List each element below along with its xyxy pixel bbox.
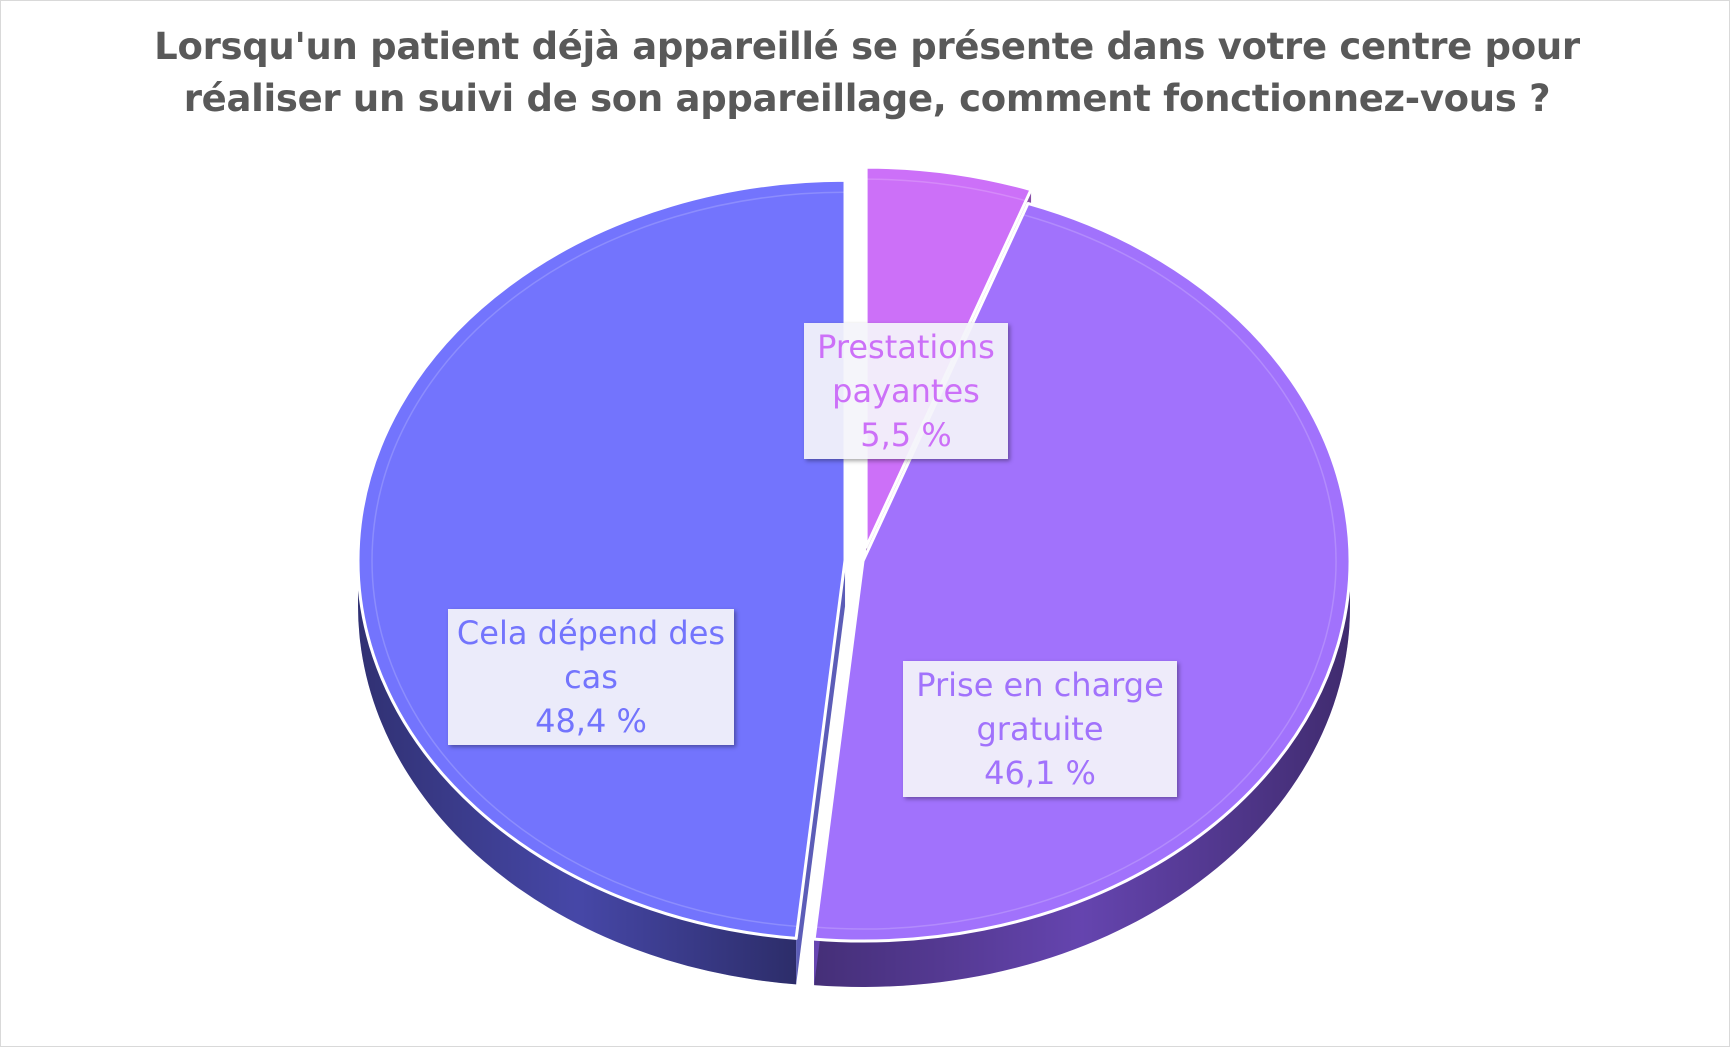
slice-label-name-line-1: Prestations xyxy=(817,328,995,366)
pie-side-shade-cela-d-pend-des-cas xyxy=(358,560,797,985)
slice-label-prise-en-charge: Prise en charge gratuite 46,1 % xyxy=(903,661,1177,797)
slice-label-name-line-1: Cela dépend des xyxy=(456,614,726,652)
pie-highlight-prise-en-charge-gratuite xyxy=(815,214,1337,930)
pie-slice-cela-d-pend-des-cas xyxy=(356,178,847,940)
pie-tops xyxy=(356,165,1352,943)
slice-label-cela-depend: Cela dépend des cas 48,4 % xyxy=(448,609,734,745)
chart-title-line-1: Lorsqu'un patient déjà appareillé se pré… xyxy=(154,25,1580,68)
slice-label-name-line-2: payantes xyxy=(832,372,980,410)
pie-highlight-prestations-payantes xyxy=(866,178,1027,202)
slice-label-value: 46,1 % xyxy=(984,754,1096,792)
slice-label-value: 48,4 % xyxy=(535,702,647,740)
slice-label-name-line-1: Prise en charge xyxy=(916,666,1164,704)
chart-title: Lorsqu'un patient déjà appareillé se pré… xyxy=(1,21,1732,125)
slice-label-prestations-payantes: Prestations payantes 5,5 % xyxy=(804,323,1008,459)
chart-title-line-2: réaliser un suivi de son appareillage, c… xyxy=(183,77,1551,120)
slice-label-name-line-2: gratuite xyxy=(976,710,1104,748)
slice-label-value: 5,5 % xyxy=(860,416,952,454)
slice-label-name-line-2: cas xyxy=(564,658,618,696)
pie-highlight-cela-d-pend-des-cas xyxy=(371,191,846,928)
